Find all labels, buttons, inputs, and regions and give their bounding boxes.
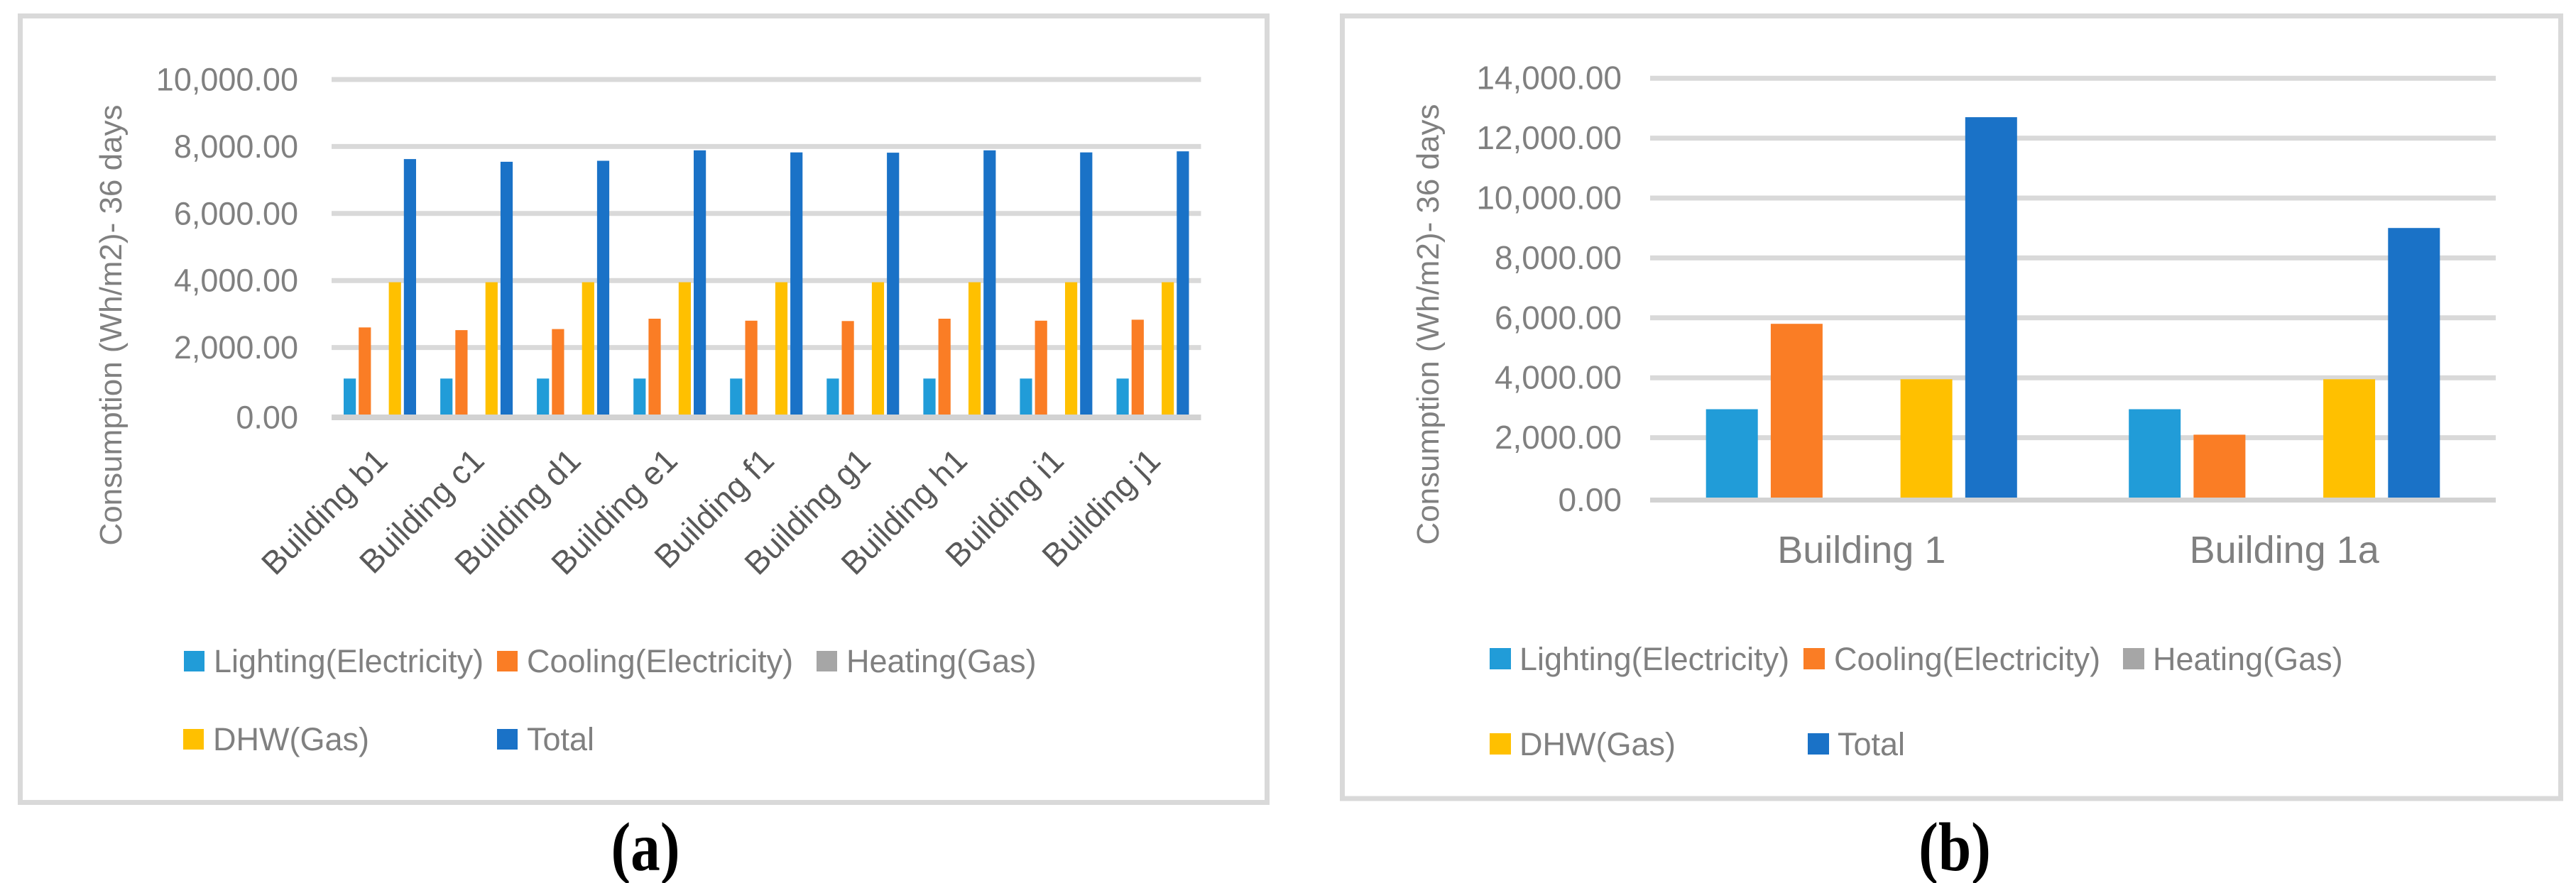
svg-text:DHW(Gas): DHW(Gas) <box>213 721 369 757</box>
svg-text:(b): (b) <box>1919 808 1991 883</box>
svg-text:Cooling(Electricity): Cooling(Electricity) <box>1834 641 2100 677</box>
svg-text:12,000.00: 12,000.00 <box>1476 119 1622 156</box>
svg-text:Lighting(Electricity): Lighting(Electricity) <box>1519 641 1789 677</box>
svg-text:4,000.00: 4,000.00 <box>174 263 298 299</box>
svg-text:0.00: 0.00 <box>236 400 298 436</box>
svg-text:Heating(Gas): Heating(Gas) <box>2153 641 2343 677</box>
svg-text:10,000.00: 10,000.00 <box>156 62 298 98</box>
svg-text:Building 1a: Building 1a <box>2190 529 2380 571</box>
svg-text:Lighting(Electricity): Lighting(Electricity) <box>214 643 484 679</box>
svg-text:0.00: 0.00 <box>1558 481 1622 518</box>
svg-text:Total: Total <box>527 721 594 757</box>
svg-text:Total: Total <box>1838 726 1905 762</box>
svg-text:2,000.00: 2,000.00 <box>1495 419 1622 456</box>
svg-text:Cooling(Electricity): Cooling(Electricity) <box>527 643 793 679</box>
svg-text:10,000.00: 10,000.00 <box>1476 180 1622 216</box>
svg-text:4,000.00: 4,000.00 <box>1495 359 1622 396</box>
svg-text:6,000.00: 6,000.00 <box>1495 299 1622 336</box>
svg-text:(a): (a) <box>611 808 680 883</box>
svg-text:Consumption (Wh/m2)- 36 days: Consumption (Wh/m2)- 36 days <box>1411 104 1446 544</box>
svg-text:Building 1: Building 1 <box>1777 529 1945 571</box>
svg-text:DHW(Gas): DHW(Gas) <box>1519 726 1676 762</box>
svg-text:8,000.00: 8,000.00 <box>1495 239 1622 276</box>
svg-text:8,000.00: 8,000.00 <box>174 128 298 165</box>
svg-text:Heating(Gas): Heating(Gas) <box>846 643 1037 679</box>
svg-text:6,000.00: 6,000.00 <box>174 195 298 231</box>
svg-text:2,000.00: 2,000.00 <box>174 329 298 366</box>
svg-text:14,000.00: 14,000.00 <box>1476 60 1622 97</box>
svg-text:Consumption (Wh/m2)- 36 days: Consumption (Wh/m2)- 36 days <box>94 104 129 545</box>
